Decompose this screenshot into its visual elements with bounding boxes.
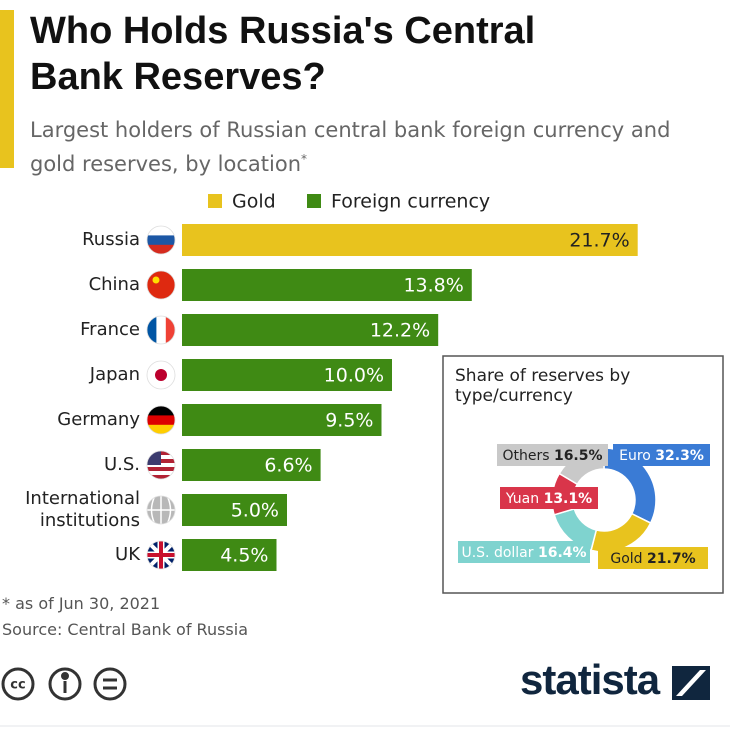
license-icons: cc <box>1 667 127 701</box>
legend-swatch <box>307 194 321 208</box>
flag-part <box>147 424 175 434</box>
category-label: Japan <box>89 364 140 385</box>
slice-label: Euro 32.3% <box>619 448 704 464</box>
flag <box>147 496 175 524</box>
flag-part <box>147 541 175 569</box>
flag <box>147 361 175 389</box>
flag-ring <box>146 540 176 570</box>
value-label: 4.5% <box>220 545 268 567</box>
slice-value: 16.5% <box>554 448 603 464</box>
flag-part <box>152 276 160 284</box>
legend-label: Gold <box>232 191 276 213</box>
subtitle: Largest holders of Russian central bank … <box>30 116 710 179</box>
flag-part <box>147 316 157 344</box>
flag-ring <box>146 450 176 480</box>
flag-part <box>155 369 167 381</box>
bar <box>182 224 638 256</box>
flag-part <box>147 226 175 236</box>
value-label: 6.6% <box>264 455 312 477</box>
category-label: UK <box>115 544 140 565</box>
flag-part <box>156 316 166 344</box>
slice-value: 32.3% <box>655 448 704 464</box>
flag-part <box>147 496 175 524</box>
slice-name: U.S. dollar <box>461 545 533 561</box>
label-box <box>497 444 608 466</box>
bar <box>182 449 321 481</box>
source: Source: Central Bank of Russia <box>2 620 249 639</box>
slice-name: Others <box>502 448 549 464</box>
bar <box>182 269 472 301</box>
category-label: International institutions <box>25 488 140 531</box>
slice-label: U.S. dollar 16.4% <box>461 545 586 561</box>
flag <box>147 316 175 344</box>
label-box <box>598 547 708 569</box>
category-label: U.S. <box>103 454 140 475</box>
flag-part <box>147 471 175 475</box>
flag <box>147 406 175 434</box>
category-label: Russia <box>82 229 140 250</box>
bar <box>182 314 439 346</box>
flag-part <box>147 271 175 299</box>
bar <box>182 494 287 526</box>
chart-title: Who Holds Russia's Central Bank Reserves… <box>30 10 536 98</box>
flag-ring <box>146 360 176 390</box>
footnote: * as of Jun 30, 2021 <box>2 594 161 613</box>
value-label: 21.7% <box>569 230 629 252</box>
flag-part <box>147 475 175 479</box>
flag-ring <box>146 225 176 255</box>
bar <box>182 359 392 391</box>
pie-slice <box>590 512 652 553</box>
subtitle-text: Largest holders of Russian central bank … <box>30 118 671 176</box>
flag-ring <box>146 315 176 345</box>
category-label: Germany <box>57 409 140 430</box>
flag-part <box>147 415 175 425</box>
flag <box>147 271 175 299</box>
accent-bar <box>0 10 14 168</box>
slice-label: Gold 21.7% <box>610 551 695 567</box>
flag-ring <box>146 495 176 525</box>
value-label: 5.0% <box>231 500 279 522</box>
bar <box>182 539 277 571</box>
category-label: China <box>88 274 140 295</box>
category-label: France <box>80 319 140 340</box>
value-label: 9.5% <box>325 410 373 432</box>
svg-text:cc: cc <box>10 678 25 693</box>
label-box <box>613 444 710 466</box>
value-label: 10.0% <box>324 365 384 387</box>
flag <box>147 226 175 254</box>
label-box <box>500 487 598 509</box>
value-label: 12.2% <box>370 320 430 342</box>
bar <box>182 404 382 436</box>
brand-icon <box>672 666 710 700</box>
flag-part <box>165 316 175 344</box>
subtitle-mark: * <box>301 152 308 166</box>
flag-part <box>147 244 175 254</box>
legend-swatch <box>208 194 222 208</box>
brand: statista <box>520 656 660 703</box>
flag-ring <box>146 405 176 435</box>
slice-name: Gold <box>610 551 642 567</box>
value-label: 13.8% <box>403 275 463 297</box>
slice-name: Yuan <box>505 491 539 507</box>
slice-value: 21.7% <box>647 551 696 567</box>
slice-value: 13.1% <box>544 491 593 507</box>
legend-label: Foreign currency <box>331 191 490 213</box>
label-box <box>458 541 590 563</box>
flag-ring <box>146 270 176 300</box>
slice-label: Others 16.5% <box>502 448 602 464</box>
flag-part <box>147 235 175 245</box>
slice-label: Yuan 13.1% <box>505 491 592 507</box>
slice-name: Euro <box>619 448 651 464</box>
inset-frame <box>442 355 724 594</box>
flag-part <box>147 406 175 416</box>
slice-value: 16.4% <box>538 545 587 561</box>
inset-title: Share of reserves by type/currency <box>455 366 631 406</box>
flag <box>147 541 175 569</box>
flag-part <box>147 467 175 471</box>
